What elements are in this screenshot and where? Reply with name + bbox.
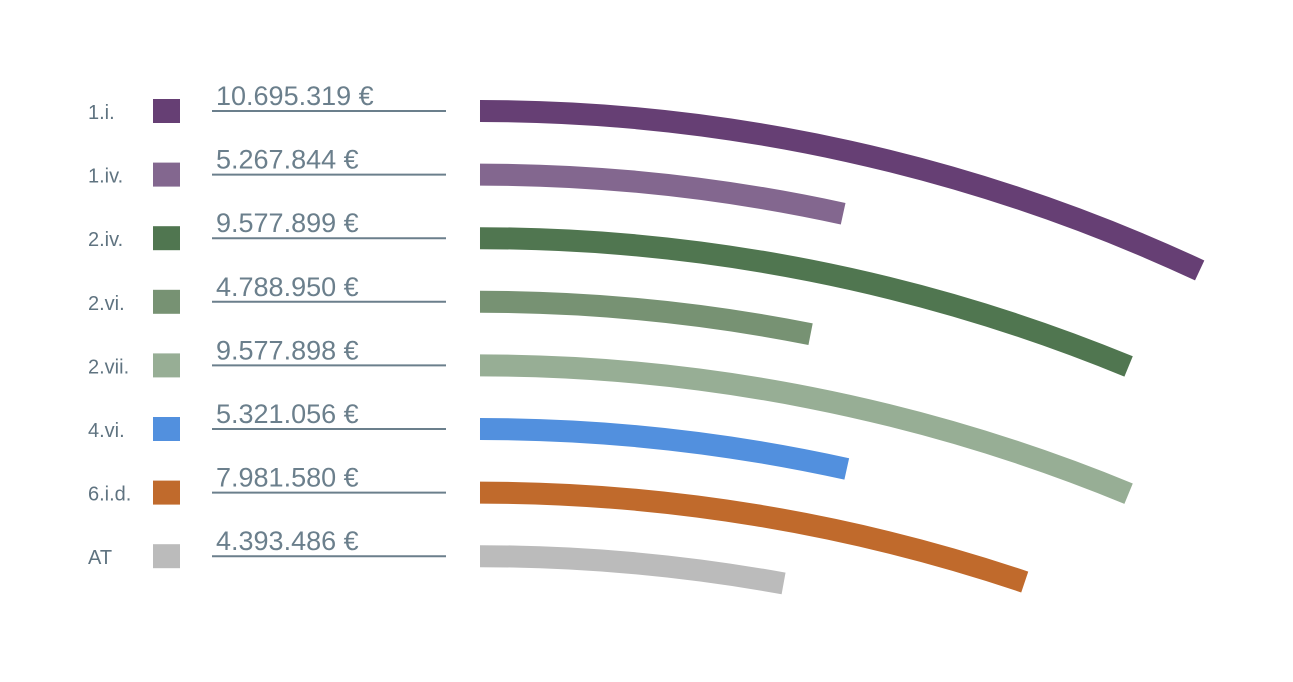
legend-swatch bbox=[153, 99, 180, 123]
value-label: 7.981.580 € bbox=[216, 463, 359, 493]
value-label: 10.695.319 € bbox=[216, 81, 374, 111]
category-label: 2.vii. bbox=[88, 356, 129, 378]
value-label: 5.267.844 € bbox=[216, 145, 359, 175]
category-label: 2.iv. bbox=[88, 229, 123, 251]
arc-bar bbox=[479, 418, 850, 480]
legend-swatch bbox=[153, 480, 180, 505]
category-label: AT bbox=[88, 547, 112, 569]
legend-swatch bbox=[153, 226, 180, 251]
arc-bar bbox=[479, 290, 813, 345]
value-label: 4.393.486 € bbox=[216, 526, 359, 556]
arc-bar bbox=[479, 481, 1029, 593]
legend-swatch bbox=[153, 162, 180, 187]
value-label: 5.321.056 € bbox=[216, 399, 359, 429]
category-label: 4.vi. bbox=[88, 420, 125, 442]
arc-bar bbox=[479, 354, 1133, 504]
arc-bar bbox=[479, 100, 1205, 281]
legend-swatch bbox=[153, 289, 180, 314]
legend-swatch bbox=[153, 544, 180, 569]
category-label: 1.iv. bbox=[88, 166, 123, 188]
value-label: 9.577.898 € bbox=[216, 335, 359, 365]
arc-bar bbox=[479, 163, 846, 225]
legend-swatch bbox=[153, 353, 180, 378]
value-label: 9.577.899 € bbox=[216, 208, 359, 238]
arc-bar bbox=[479, 227, 1133, 377]
value-label: 4.788.950 € bbox=[216, 272, 359, 302]
arc-bar bbox=[479, 545, 786, 595]
legend-swatch bbox=[153, 417, 180, 441]
category-label: 1.i. bbox=[88, 102, 115, 124]
category-label: 6.i.d. bbox=[88, 484, 131, 506]
category-label: 2.vi. bbox=[88, 293, 125, 315]
